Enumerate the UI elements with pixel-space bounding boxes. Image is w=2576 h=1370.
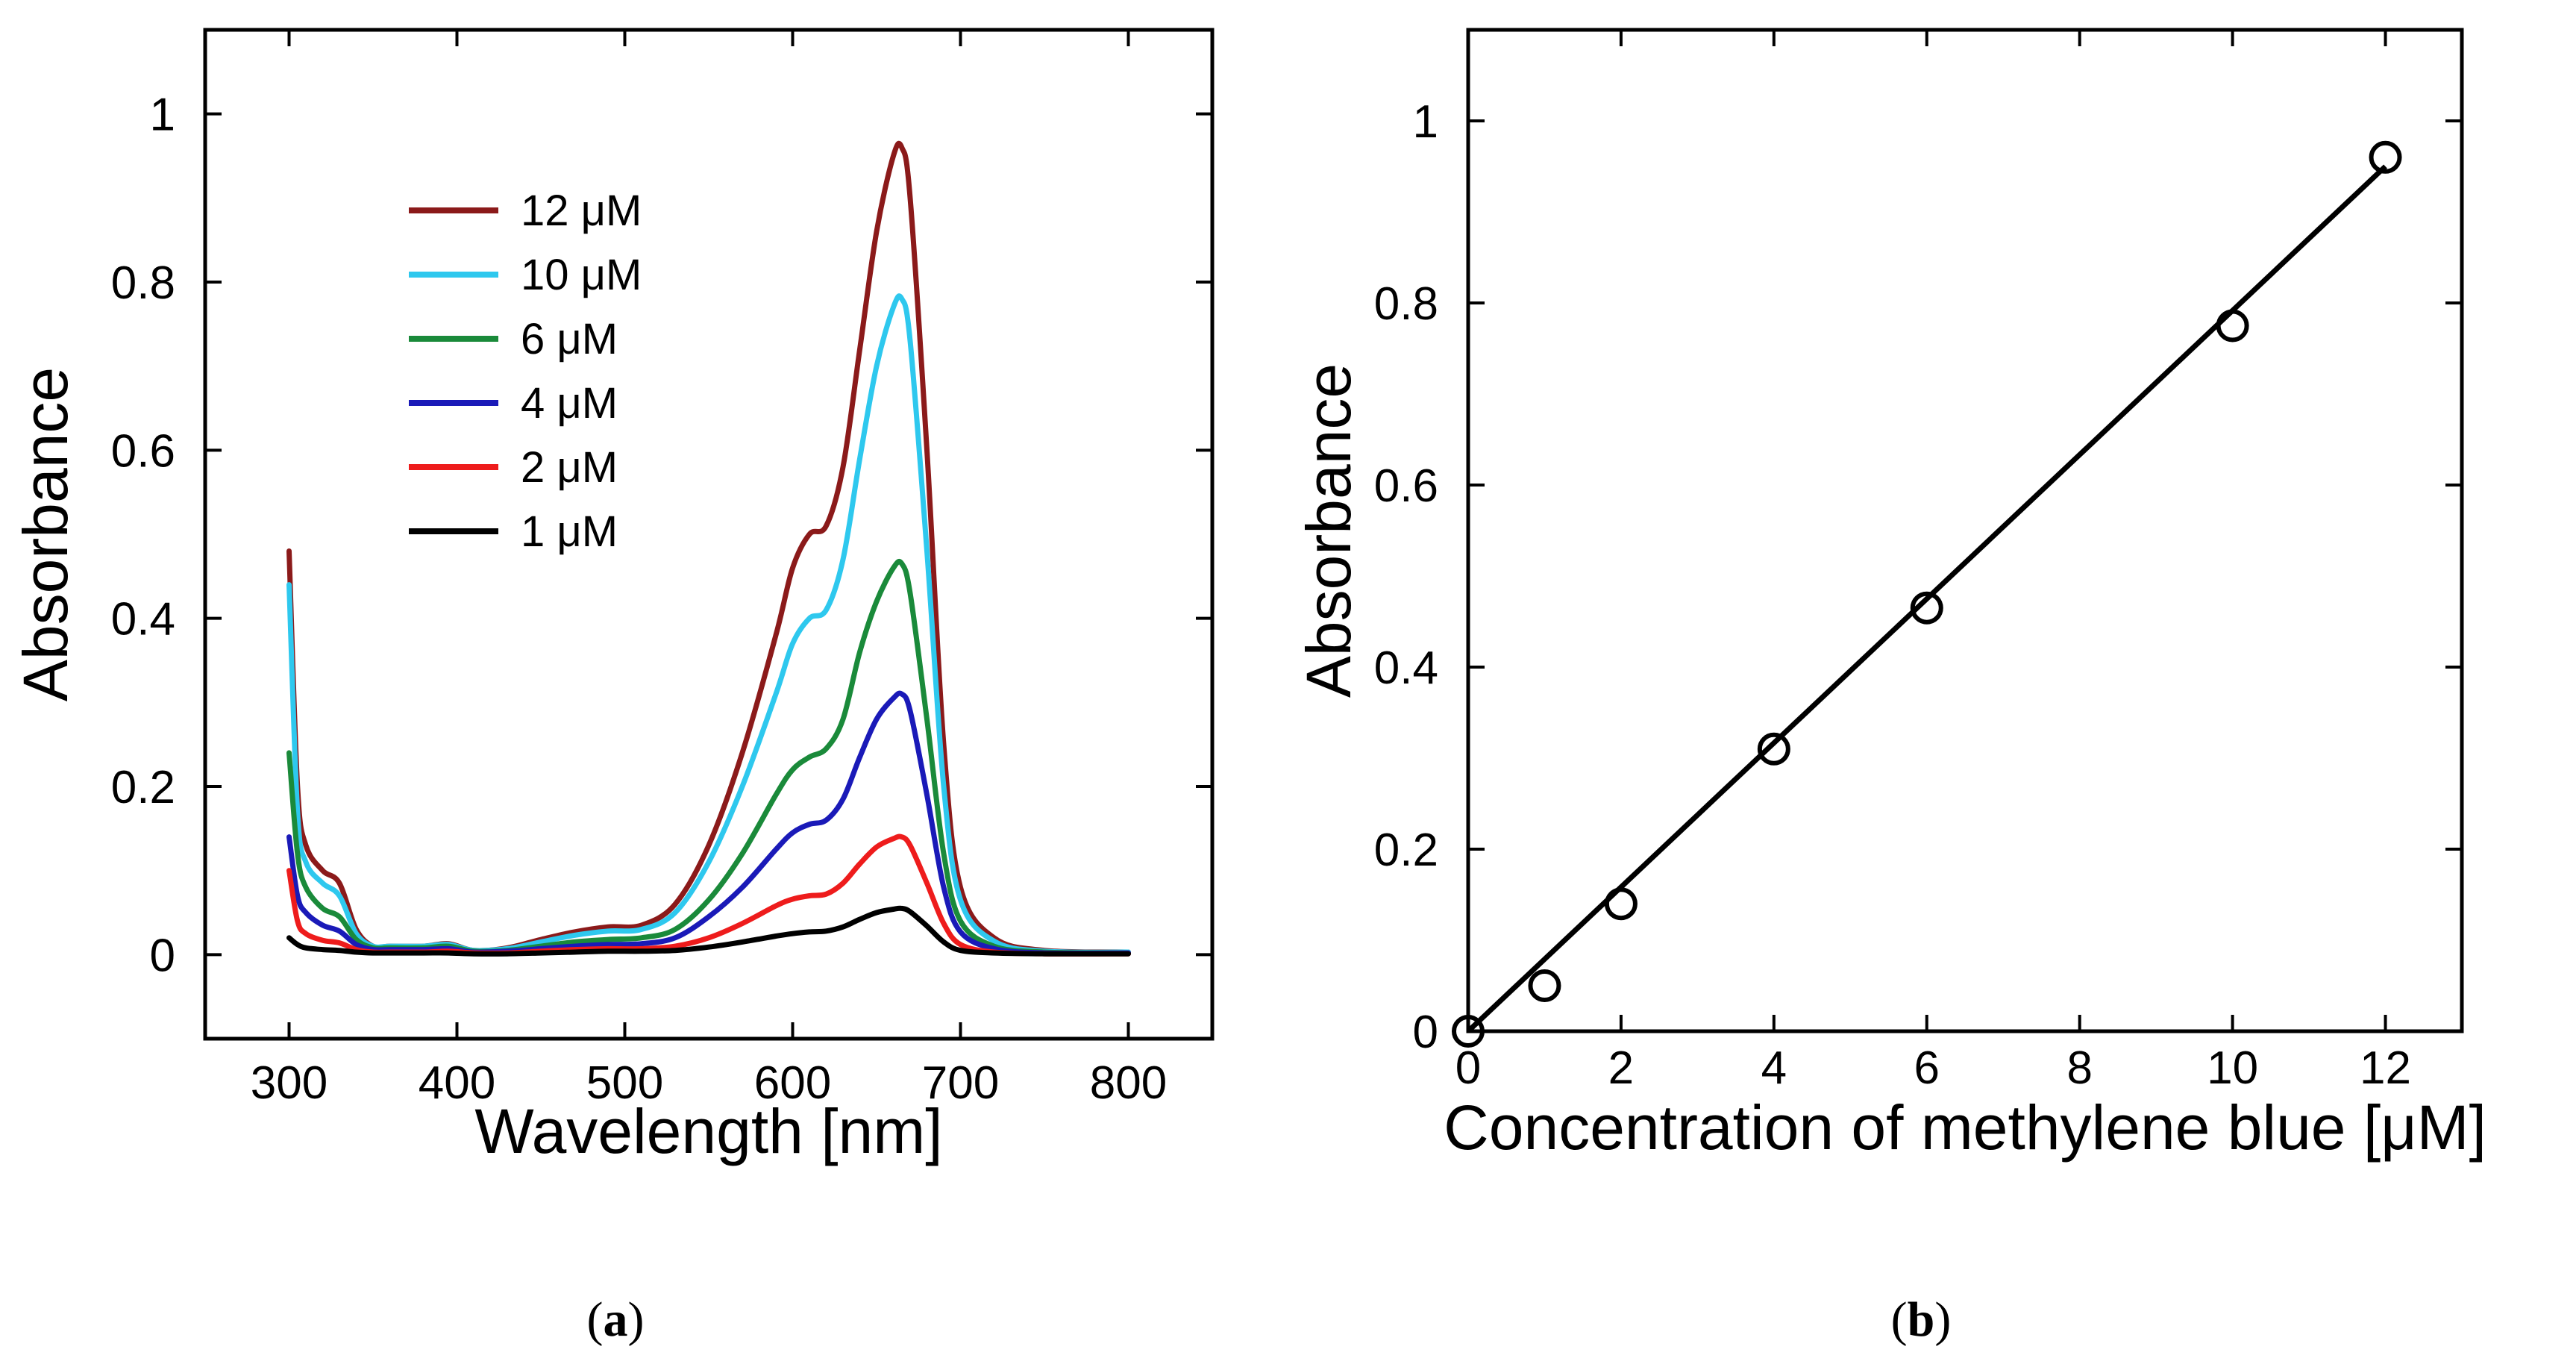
calibration-y-tick-label: 1 — [1413, 96, 1438, 148]
legend-label: 1 μM — [521, 507, 618, 556]
spectra-x-tick-label: 500 — [586, 1057, 663, 1109]
spectrum-line — [286, 905, 1131, 957]
spectrum-line — [286, 140, 1131, 955]
calibration-x-tick-label: 8 — [2066, 1042, 2092, 1094]
spectra-y-axis-label: Absorbance — [10, 367, 81, 701]
calibration-ticks: 0 2 4 6 8 10 12 0 0.2 0.4 0.6 0.8 1 — [1374, 30, 2462, 1094]
calibration-x-tick-label: 10 — [2207, 1042, 2258, 1094]
calibration-x-tick-label: 0 — [1455, 1042, 1481, 1094]
spectra-x-axis-label: Wavelength [nm] — [474, 1096, 942, 1166]
legend-label: 4 μM — [521, 379, 618, 428]
calibration-plot-frame — [1466, 28, 2464, 1033]
spectra-y-tick-label: 0 — [150, 930, 175, 981]
spectra-x-tick-label: 600 — [754, 1057, 831, 1109]
spectrum-line — [286, 833, 1131, 957]
spectrum-line — [286, 293, 1131, 955]
calibration-y-tick-label: 0.2 — [1374, 825, 1438, 876]
spectra-x-tick-label: 700 — [922, 1057, 999, 1109]
spectra-ticks: 300 400 500 600 700 800 0 0.2 0.4 0.6 0.8 1 — [111, 30, 1212, 1109]
spectrum-line — [286, 690, 1131, 956]
spectra-y-tick-label: 0.6 — [111, 425, 175, 477]
data-point — [1528, 969, 1561, 1002]
spectrum-line — [286, 559, 1131, 956]
calibration-x-tick-label: 12 — [2360, 1042, 2411, 1094]
spectra-chart: 300 400 500 600 700 800 0 0.2 0.4 0.6 0.8 1 12 μM 10… — [10, 28, 1215, 1347]
spectra-y-tick-label: 1 — [150, 90, 175, 141]
spectra-x-tick-label: 400 — [419, 1057, 495, 1109]
calibration-y-tick-label: 0.4 — [1374, 642, 1438, 694]
calibration-y-tick-label: 0 — [1413, 1007, 1438, 1058]
legend-label: 12 μM — [521, 187, 642, 235]
spectra-x-tick-label: 800 — [1090, 1057, 1167, 1109]
calibration-x-tick-label: 6 — [1914, 1042, 1940, 1094]
legend-label: 10 μM — [521, 251, 642, 299]
calibration-y-tick-label: 0.6 — [1374, 460, 1438, 512]
data-point — [1910, 591, 1943, 625]
spectra-y-tick-label: 0.2 — [111, 762, 175, 813]
calibration-x-tick-label: 4 — [1761, 1042, 1787, 1094]
data-point — [1757, 732, 1790, 766]
spectra-x-tick-label: 300 — [251, 1057, 328, 1109]
data-point — [2216, 309, 2249, 342]
spectra-y-tick-label: 0.4 — [111, 594, 175, 645]
calibration-x-axis-label: Concentration of methylene blue [μM] — [1444, 1092, 2486, 1163]
data-point — [2369, 140, 2402, 174]
calibration-y-axis-label: Absorbance — [1294, 363, 1364, 698]
legend-label: 6 μM — [521, 315, 618, 363]
legend-label: 2 μM — [521, 443, 618, 492]
spectra-series-group — [286, 140, 1131, 957]
calibration-chart: 0 2 4 6 8 10 12 0 0.2 0.4 0.6 0.8 1 Concentration of… — [1294, 28, 2486, 1347]
spectra-legend: 12 μM 10 μM 6 μM 4 μM 2 μM 1 μM — [409, 187, 642, 556]
data-point — [1604, 887, 1638, 921]
panel-b-label: (b) — [1891, 1292, 1952, 1347]
panel-a-label: (a) — [587, 1292, 645, 1347]
spectra-plot-frame — [203, 28, 1215, 1041]
spectra-y-tick-label: 0.8 — [111, 257, 175, 309]
calibration-y-tick-label: 0.8 — [1374, 278, 1438, 330]
calibration-x-tick-label: 2 — [1608, 1042, 1634, 1094]
